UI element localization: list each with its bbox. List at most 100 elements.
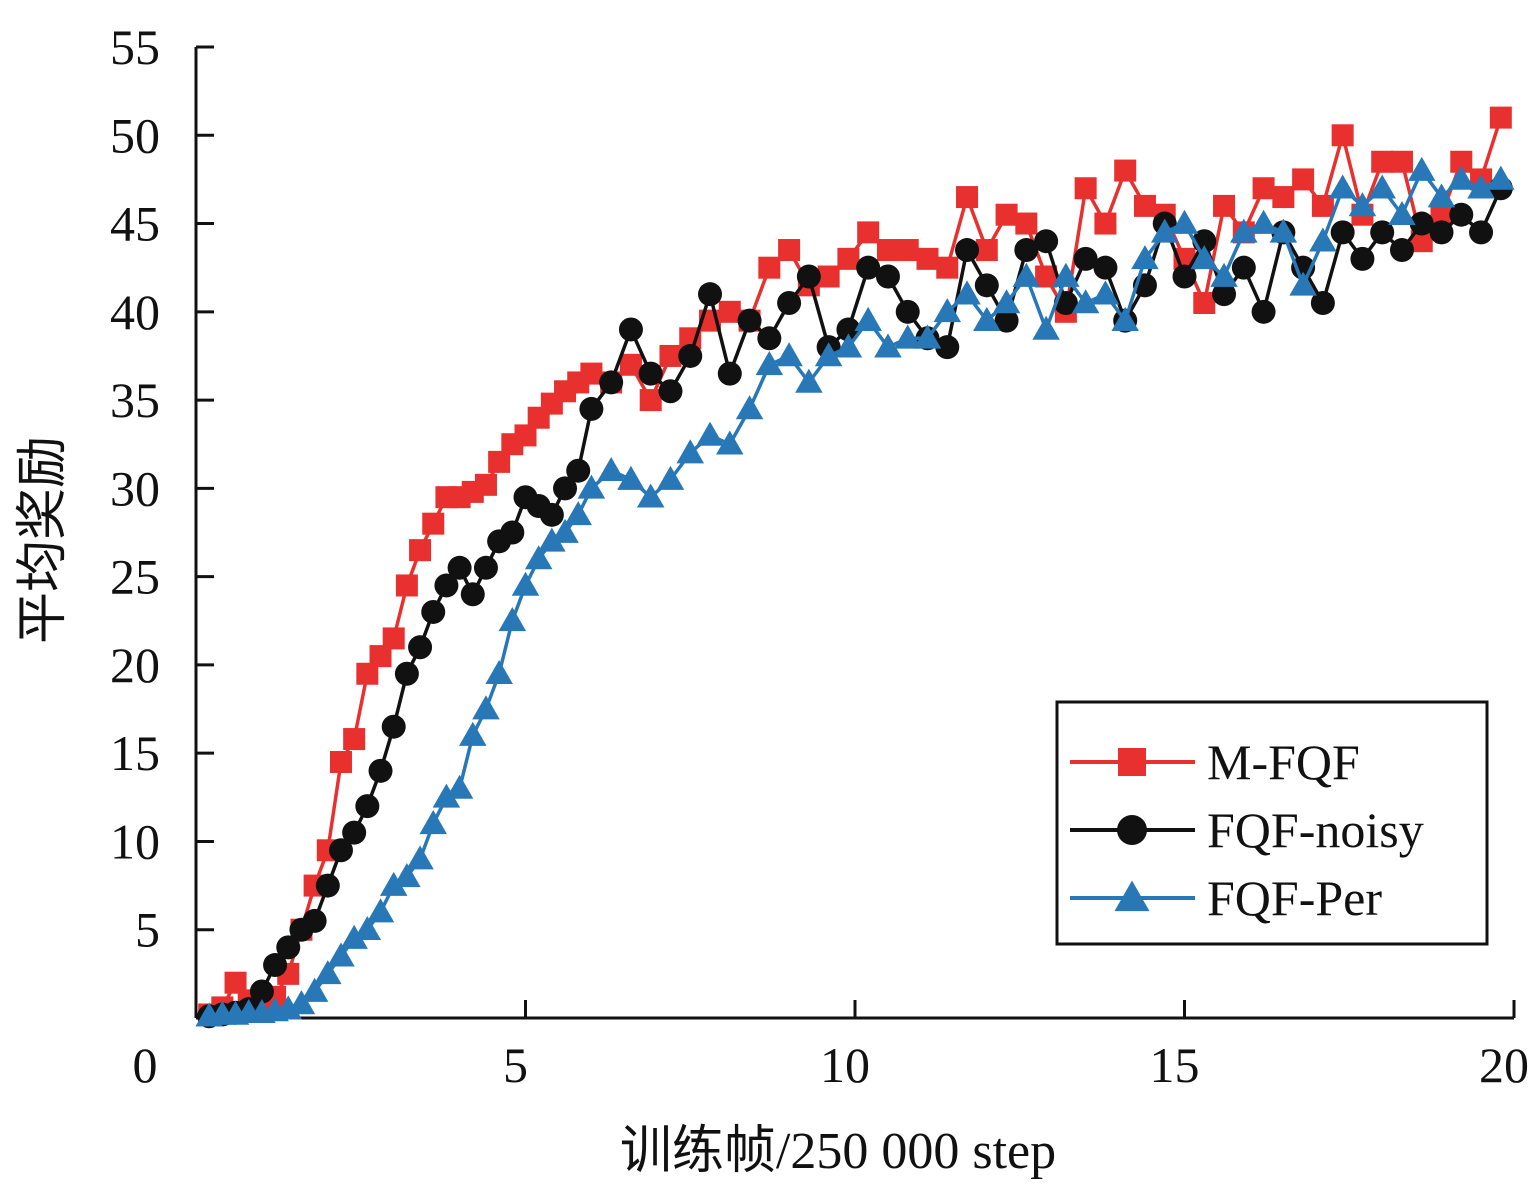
data-point [395,574,418,597]
data-point [432,783,461,808]
data-point [1487,165,1515,190]
data-point [974,273,999,298]
axes: 0 5 10 15 20 5 10 15 20 25 30 35 40 45 50 55 [110,19,1529,1093]
data-point [1467,174,1495,199]
data-point [472,695,500,720]
x-tick-label: 20 [1479,1037,1529,1093]
data-point [327,942,355,967]
data-point [1249,209,1278,234]
data-point [834,333,863,358]
data-point [757,326,782,351]
data-point [1390,150,1413,173]
data-point [1330,220,1355,245]
data-point [551,518,579,543]
data-point [287,990,316,1015]
data-point [1407,156,1436,181]
data-point [1389,238,1414,263]
y-tick-label: 50 [110,107,160,163]
data-point [459,721,487,746]
legend-label: M-FQF [1207,734,1360,790]
data-point [406,845,434,870]
data-point [408,635,433,660]
data-point [340,924,368,949]
data-point [422,512,445,535]
data-point [619,353,642,376]
data-point [474,473,497,496]
data-point [1289,271,1317,296]
data-point [995,203,1018,226]
data-point [434,573,459,598]
data-point [639,389,662,412]
data-point [393,863,421,888]
data-point [698,282,723,307]
data-point [1331,124,1354,147]
legend: M-FQF FQF-noisy FQF-Per [1055,700,1489,946]
data-point [1311,194,1334,217]
data-point [381,714,406,739]
data-point [1014,238,1039,263]
data-point [511,571,540,596]
data-point [447,555,472,580]
data-point [935,335,960,360]
data-point [538,527,566,552]
data-point [636,483,665,508]
data-point [460,582,485,607]
data-point [994,308,1019,333]
data-point [975,239,998,262]
data-point [1213,194,1236,217]
data-point [936,256,959,279]
x-tick-label: 0 [133,1037,158,1093]
data-point [1170,209,1199,234]
data-point [913,324,942,349]
data-point [328,838,353,863]
data-point [1114,159,1137,182]
data-point [249,979,274,1004]
data-point [564,501,592,526]
y-tick-label: 25 [110,549,160,605]
legend-marker [1117,815,1147,845]
data-point [795,368,823,393]
data-point [353,915,382,941]
data-point [1447,165,1476,190]
y-tick-label: 20 [110,637,160,693]
data-point [896,239,919,262]
data-point [1469,220,1494,245]
data-point [1093,255,1118,280]
data-point [394,661,419,686]
data-point [276,935,301,960]
x-tick-label: 10 [820,1037,870,1093]
data-point [658,379,683,404]
data-point [678,343,703,368]
series-layer [195,106,1515,1029]
data-point [300,977,329,1002]
data-point [355,794,380,819]
data-point [597,456,625,482]
data-point [224,971,247,994]
data-point [473,555,498,580]
data-point [617,465,645,490]
data-point [1230,218,1258,243]
legend-marker [1118,748,1146,776]
series-fqf-noisy [197,176,1513,1029]
data-point [485,659,513,685]
data-point [315,873,340,898]
data-point [916,247,939,270]
x-tick-label: 15 [1150,1037,1200,1093]
data-point [1231,255,1256,280]
data-point [302,908,327,933]
data-point [857,221,880,244]
data-point [1012,262,1041,287]
data-point [599,370,624,395]
data-point [836,317,861,342]
data-point [488,450,511,473]
data-point [1430,203,1453,226]
data-point [735,395,764,420]
data-point [1427,183,1456,208]
data-point [755,351,784,376]
data-point [382,627,405,650]
series-m-fqf [198,106,1512,1026]
data-point [1309,227,1337,252]
data-point [796,264,821,289]
data-point [1133,194,1156,217]
data-point [553,476,578,501]
